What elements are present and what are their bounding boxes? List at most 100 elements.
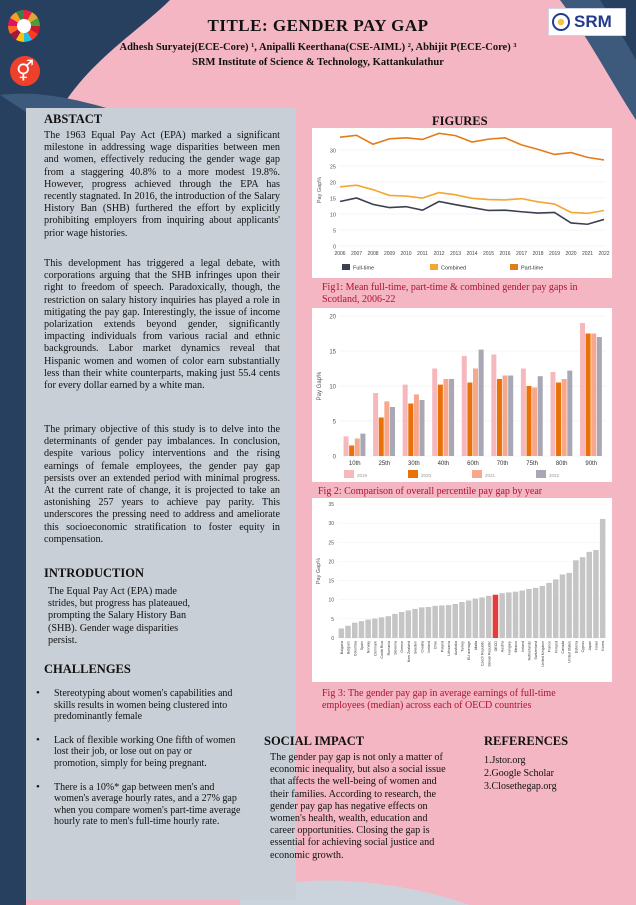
grouped-bar-chart: 0 5 10 15 20 Pay Gap% 10th 25th 30th 40th 60th 70th… [317, 315, 606, 478]
x-tick-label: Cyprus [581, 641, 585, 653]
x-tick-label: Denmark [373, 641, 377, 656]
bar-2019 [491, 354, 497, 456]
figure-2: 0 5 10 15 20 Pay Gap% 10th 25th 30th 40th 60th 70th… [312, 308, 612, 482]
reference-item: 3.Closethegap.org [484, 781, 557, 792]
y-tick-label: 15 [329, 350, 336, 356]
x-tick-label: 60th [467, 461, 479, 467]
srm-seal-icon [552, 13, 570, 31]
gender-equality-icon: ⚥ [10, 56, 40, 86]
x-tick-label: Australia [454, 641, 458, 655]
x-tick-label: 2006 [334, 251, 345, 257]
x-tick-label: United Kingdom [541, 641, 545, 667]
bar-austria [499, 593, 505, 638]
x-tick-label: Poland [440, 641, 444, 652]
x-tick-label: Turkey [460, 641, 464, 652]
x-tick-label: Iceland [427, 641, 431, 653]
figure-3-caption: Fig 3: The gender pay gap in average ear… [322, 688, 556, 711]
bar-france [546, 582, 552, 638]
y-tick-label: 15 [328, 579, 334, 585]
x-tick-label: 40th [438, 461, 450, 467]
bar-2020 [467, 382, 473, 456]
legend-label: Part-time [521, 266, 543, 272]
bar-2021 [384, 401, 390, 456]
y-tick-label: 25 [328, 540, 334, 546]
y-tick-label: 0 [333, 245, 336, 251]
y-tick-label: 5 [333, 420, 337, 426]
references-heading: REFERENCES [484, 734, 569, 748]
abstract-paragraph-1: The 1963 Equal Pay Act (EPA) marked a si… [44, 130, 280, 239]
x-tick-label: Greece [400, 641, 404, 653]
legend-label: 2022 [549, 473, 560, 478]
bar-2020 [526, 386, 532, 456]
bar-2021 [413, 394, 419, 456]
bar-united-states [566, 572, 572, 638]
x-tick-label: 2018 [532, 251, 543, 257]
x-tick-label: Canada [561, 641, 565, 654]
figures-heading: FIGURES [432, 114, 488, 128]
abstract-paragraph-3: The primary objective of this study is t… [44, 424, 280, 545]
bar-2019 [373, 393, 379, 456]
x-tick-label: 2012 [433, 251, 444, 257]
y-tick-label: 25 [330, 165, 336, 171]
x-tick-label: Norway [367, 641, 371, 653]
reference-item: 2.Google Scholar [484, 768, 554, 779]
bar-2020 [496, 379, 502, 456]
figure-2-caption: Fig 2: Comparison of overall percentile … [318, 486, 543, 497]
x-tick-label: Slovenia [393, 641, 397, 655]
x-tick-label: Costa Rica [380, 641, 384, 659]
figure-3: 0 5 10 15 20 25 30 35 Pay Gap% Bulgaria Belgium Col… [312, 498, 612, 682]
bar-estonia [573, 560, 579, 638]
line-chart: 0 5 10 15 20 25 30 Pay Gap% 2006 2007 2008 2009 2010… [317, 132, 610, 272]
x-tick-label: 2010 [400, 251, 411, 257]
legend-label: 2019 [357, 473, 368, 478]
x-tick-label: 10th [349, 461, 361, 467]
bar-ireland [519, 590, 525, 638]
x-tick-label: 75th [526, 461, 538, 467]
bar-spain [358, 621, 365, 638]
y-tick-label: 30 [330, 149, 336, 155]
x-tick-label: France [548, 641, 552, 652]
bar-hungary [506, 592, 512, 638]
x-tick-label: Belgium [347, 641, 351, 654]
srm-logo-text: SRM [574, 12, 612, 31]
introduction-heading: INTRODUCTION [44, 566, 145, 580]
bar-poland [439, 605, 445, 638]
authors: Adhesh Suryatej(ECE-Core) ¹, Anipalli Ke… [119, 42, 517, 53]
challenges-list: Stereotyping about women's capabilities … [36, 688, 276, 840]
x-tick-label: Malta [474, 641, 478, 650]
bar-switzerland [532, 587, 539, 638]
x-tick-label: Spain [360, 641, 364, 650]
x-tick-label: 2021 [582, 251, 593, 257]
y-tick-label: 5 [331, 617, 334, 623]
bar-2022 [360, 433, 366, 456]
challenges-heading: CHALLENGES [44, 662, 131, 676]
sdg-wheel-icon [8, 10, 40, 42]
bar-2021 [473, 368, 479, 456]
abstract-heading: ABSTACT [44, 112, 103, 126]
bar-2019 [432, 368, 438, 456]
bar-2022 [449, 379, 455, 456]
x-tick-label: 2019 [549, 251, 560, 257]
x-tick-label: 2017 [516, 251, 527, 257]
x-tick-label: Ireland [521, 641, 525, 652]
y-tick-label: 10 [328, 598, 334, 604]
bar-canada [559, 574, 566, 638]
challenge-item: Lack of flexible working One fifth of wo… [36, 735, 236, 770]
bar-2020 [437, 384, 443, 456]
legend-swatch [342, 264, 350, 270]
institute: SRM Institute of Science & Technology, K… [192, 57, 444, 68]
x-tick-label: 2013 [450, 251, 461, 257]
x-tick-label: 2007 [351, 251, 362, 257]
y-tick-label: 15 [330, 197, 336, 203]
x-tick-label: 2014 [466, 251, 477, 257]
bar-turkey [459, 602, 465, 638]
series-line-full-time [339, 197, 605, 226]
bar-2021 [561, 379, 567, 456]
y-tick-label: 0 [331, 636, 334, 642]
x-tick-label: Croatia [420, 641, 424, 653]
x-tick-label: Estonia [574, 641, 578, 653]
bar-2020 [408, 403, 414, 456]
x-tick-label: Chile [434, 641, 438, 649]
legend-swatch [344, 470, 354, 478]
legend-swatch [472, 470, 482, 478]
